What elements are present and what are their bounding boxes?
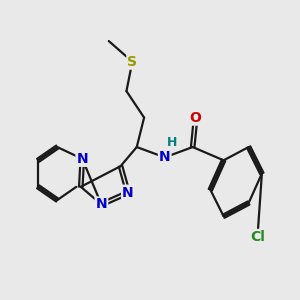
Text: N: N — [159, 150, 170, 164]
Text: H: H — [167, 136, 177, 149]
Text: Cl: Cl — [250, 230, 265, 244]
Text: S: S — [127, 55, 137, 69]
Text: N: N — [96, 197, 107, 212]
Text: N: N — [76, 152, 88, 166]
Text: O: O — [190, 111, 202, 124]
Text: N: N — [122, 186, 134, 200]
